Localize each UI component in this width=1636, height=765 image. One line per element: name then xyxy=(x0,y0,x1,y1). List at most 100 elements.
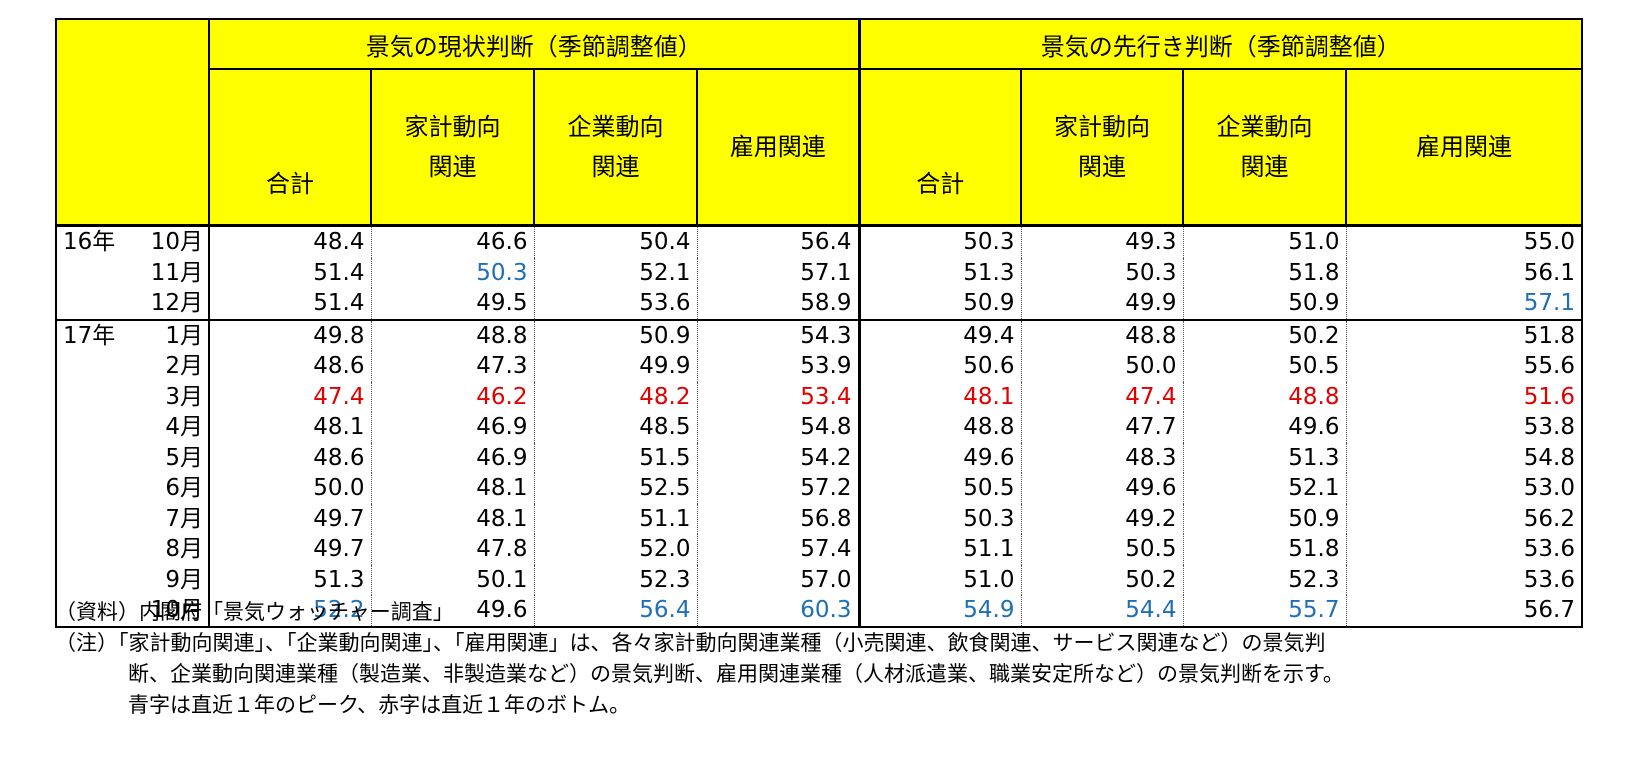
month-label: 10月 xyxy=(150,229,203,255)
month-label: 7月 xyxy=(165,505,203,532)
footnote-line-3: 青字は直近１年のピーク、赤字は直近１年のボトム。 xyxy=(128,693,631,717)
value-cell: 51.8 xyxy=(1182,534,1347,565)
column-header: 雇用関連 xyxy=(696,68,860,227)
value-cell: 57.1 xyxy=(696,257,860,288)
value-cell: 54.8 xyxy=(1345,442,1583,473)
value-cell: 54.3 xyxy=(696,318,860,351)
value-cell: 48.1 xyxy=(208,412,372,443)
value-cell: 53.6 xyxy=(1345,564,1583,595)
value-cell: 56.7 xyxy=(1345,595,1583,628)
value-cell: 50.4 xyxy=(533,225,698,258)
month-label: 1月 xyxy=(165,322,203,349)
row-label: 10月 xyxy=(55,595,210,628)
column-header: 家計動向 関連 xyxy=(1020,68,1184,227)
value-cell: 48.5 xyxy=(533,412,698,443)
value-cell: 49.9 xyxy=(533,351,698,382)
outlook-judgment-group-header: 景気の先行き判断（季節調整値） xyxy=(857,18,1583,70)
value-cell: 48.1 xyxy=(857,381,1022,412)
table-row: 16年 10月 48.4 46.6 50.4 56.4 50.3 49.3 51.0 55.0 xyxy=(55,225,1583,258)
value-cell: 51.1 xyxy=(533,503,698,534)
value-cell: 57.2 xyxy=(696,473,860,504)
value-cell: 50.3 xyxy=(857,225,1022,258)
value-cell: 47.4 xyxy=(1020,381,1184,412)
row-label: 17年 1月 xyxy=(55,318,210,351)
value-cell: 49.6 xyxy=(1020,473,1184,504)
value-cell: 50.9 xyxy=(857,288,1022,320)
month-label: 11月 xyxy=(150,259,203,286)
table-row: 12月 51.4 49.5 53.6 58.9 50.9 49.9 50.9 57.1 xyxy=(55,288,1583,320)
value-cell: 55.7 xyxy=(1182,595,1347,628)
value-cell: 50.9 xyxy=(1182,288,1347,320)
value-cell: 49.9 xyxy=(1020,288,1184,320)
table-row: 7月 49.7 48.1 51.1 56.8 50.3 49.2 50.9 56.2 xyxy=(55,503,1583,534)
table-row: 4月 48.1 46.9 48.5 54.8 48.8 47.7 49.6 53.8 xyxy=(55,412,1583,443)
value-cell: 55.6 xyxy=(1345,351,1583,382)
value-cell: 49.6 xyxy=(370,595,535,628)
value-cell: 49.4 xyxy=(857,318,1022,351)
value-cell: 51.8 xyxy=(1182,257,1347,288)
row-label: 12月 xyxy=(55,288,210,320)
value-cell: 49.6 xyxy=(1182,412,1347,443)
source-note: （資料）内閣府「景気ウォッチャー調査」 xyxy=(55,600,454,624)
value-cell: 48.2 xyxy=(533,381,698,412)
value-cell: 49.7 xyxy=(208,534,372,565)
value-cell: 48.8 xyxy=(1020,318,1184,351)
value-cell: 50.5 xyxy=(857,473,1022,504)
value-cell: 50.2 xyxy=(1020,564,1184,595)
row-label: 6月 xyxy=(55,473,210,504)
value-cell: 52.1 xyxy=(1182,473,1347,504)
value-cell: 53.4 xyxy=(696,381,860,412)
column-header: 企業動向 関連 xyxy=(533,68,698,227)
value-cell: 56.4 xyxy=(533,595,698,628)
row-label: 9月 xyxy=(55,564,210,595)
value-cell: 50.3 xyxy=(1020,257,1184,288)
value-cell: 48.8 xyxy=(370,318,535,351)
value-cell: 55.0 xyxy=(1345,225,1583,258)
value-cell: 52.5 xyxy=(533,473,698,504)
value-cell: 46.6 xyxy=(370,225,535,258)
table-row: 8月 49.7 47.8 52.0 57.4 51.1 50.5 51.8 53.6 xyxy=(55,534,1583,565)
month-label: 9月 xyxy=(165,566,203,593)
value-cell: 49.6 xyxy=(857,442,1022,473)
current-judgment-group-header: 景気の現状判断（季節調整値） xyxy=(208,18,860,70)
value-cell: 53.6 xyxy=(533,288,698,320)
table-row: 9月 51.3 50.1 52.3 57.0 51.0 50.2 52.3 53.6 xyxy=(55,564,1583,595)
column-header: 合計 xyxy=(208,68,372,227)
row-label: 4月 xyxy=(55,412,210,443)
month-label: 2月 xyxy=(165,353,203,379)
value-cell: 53.6 xyxy=(1345,534,1583,565)
value-cell: 52.0 xyxy=(533,534,698,565)
value-cell: 49.5 xyxy=(370,288,535,320)
value-cell: 50.2 xyxy=(1182,318,1347,351)
table-row: 6月 50.0 48.1 52.5 57.2 50.5 49.6 52.1 53.0 xyxy=(55,473,1583,504)
value-cell: 50.1 xyxy=(370,564,535,595)
row-label: 2月 xyxy=(55,351,210,382)
value-cell: 51.3 xyxy=(208,564,372,595)
value-cell: 48.6 xyxy=(208,442,372,473)
value-cell: 51.3 xyxy=(857,257,1022,288)
value-cell: 46.9 xyxy=(370,442,535,473)
value-cell: 48.1 xyxy=(370,503,535,534)
column-header: 雇用関連 xyxy=(1345,68,1583,227)
value-cell: 47.3 xyxy=(370,351,535,382)
row-label: 16年 10月 xyxy=(55,225,210,258)
month-label: 8月 xyxy=(165,536,203,562)
footnote-line-1: （注）「家計動向関連」、「企業動向関連」、「雇用関連」は、各々家計動向関連業種（… xyxy=(55,631,1326,655)
value-cell: 46.2 xyxy=(370,381,535,412)
footnote-line-2: 断、企業動向関連業種（製造業、非製造業など）の景気判断、雇用関連業種（人材派遣業… xyxy=(128,662,1344,686)
value-cell: 50.3 xyxy=(370,257,535,288)
value-cell: 51.1 xyxy=(857,534,1022,565)
month-label: 6月 xyxy=(165,475,203,501)
value-cell: 48.3 xyxy=(1020,442,1184,473)
value-cell: 48.8 xyxy=(1182,381,1347,412)
value-cell: 50.6 xyxy=(857,351,1022,382)
value-cell: 57.0 xyxy=(696,564,860,595)
value-cell: 49.2 xyxy=(1020,503,1184,534)
value-cell: 51.0 xyxy=(1182,225,1347,258)
value-cell: 60.3 xyxy=(696,595,860,628)
value-cell: 52.1 xyxy=(533,257,698,288)
row-label: 5月 xyxy=(55,442,210,473)
value-cell: 51.5 xyxy=(533,442,698,473)
value-cell: 58.9 xyxy=(696,288,860,320)
table-row: 3月 47.4 46.2 48.2 53.4 48.1 47.4 48.8 51.6 xyxy=(55,381,1583,412)
